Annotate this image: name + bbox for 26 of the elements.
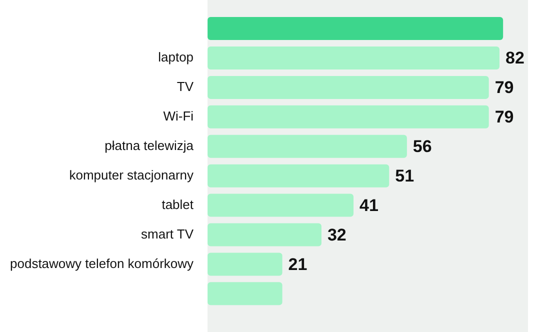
data-label: 41 bbox=[360, 196, 378, 215]
bar bbox=[208, 282, 282, 306]
bar bbox=[208, 252, 282, 276]
bar bbox=[208, 17, 504, 40]
bar bbox=[208, 223, 322, 246]
data-label: 51 bbox=[395, 166, 414, 186]
bar bbox=[208, 164, 390, 188]
bar bbox=[208, 46, 500, 70]
bar bbox=[208, 76, 489, 99]
y-tick-label: TV bbox=[176, 79, 194, 94]
y-tick-label: smart TV bbox=[141, 226, 194, 242]
y-tick-label: podstawowy telefon komórkowy bbox=[10, 256, 194, 271]
bar bbox=[208, 105, 489, 128]
bar bbox=[208, 134, 407, 158]
y-tick-label: Wi-Fi bbox=[163, 108, 194, 124]
y-tick-label: płatna telewizja bbox=[104, 138, 194, 153]
y-tick-label: komputer stacjonarny bbox=[69, 167, 194, 182]
data-label: 79 bbox=[494, 78, 514, 98]
bar bbox=[208, 194, 354, 217]
data-label: 82 bbox=[506, 48, 524, 68]
data-label: 79 bbox=[494, 108, 514, 127]
data-label: 56 bbox=[412, 137, 432, 156]
data-label: 21 bbox=[288, 254, 308, 274]
data-label: 32 bbox=[327, 225, 346, 244]
y-tick-label: tablet bbox=[162, 196, 194, 212]
y-tick-label: laptop bbox=[158, 50, 194, 65]
